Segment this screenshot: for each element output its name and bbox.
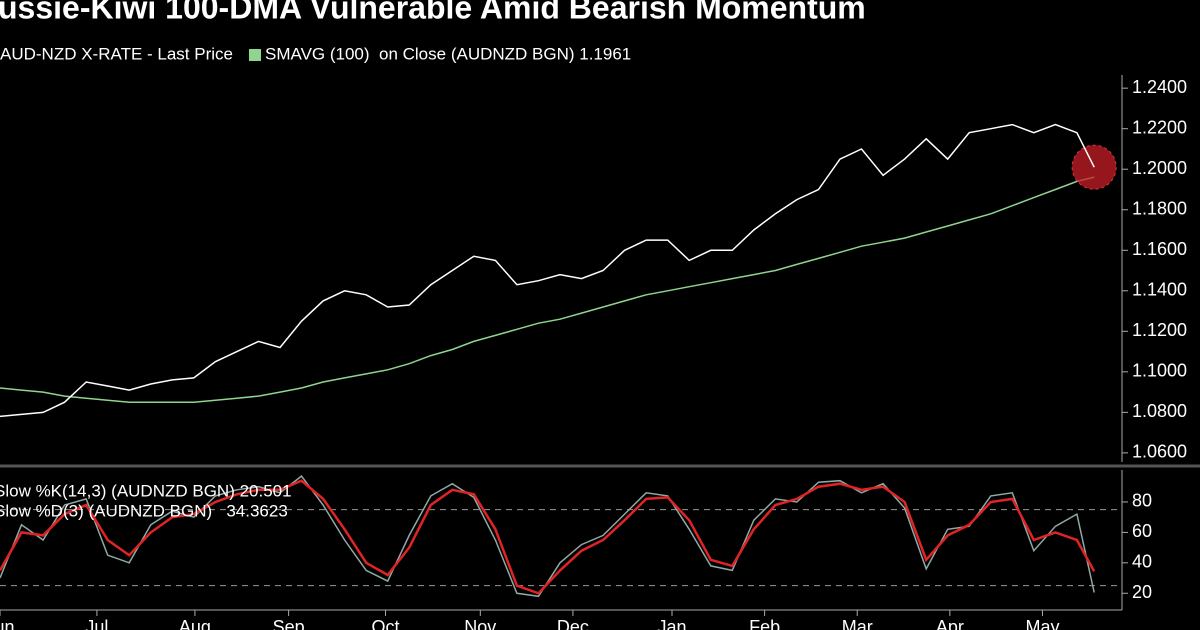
x-tick-label: Nov [464, 617, 496, 630]
series-line [0, 176, 1095, 403]
x-tick-label: Aug [179, 617, 211, 630]
x-tick-label: Sep [273, 617, 305, 630]
legend-label: AUD-NZD X-RATE - Last Price [0, 44, 233, 63]
y-tick-label: 1.2000 [1132, 158, 1187, 178]
y-tick-label: 1.1200 [1132, 320, 1187, 340]
legend-label: Slow %K(14,3) (AUDNZD BGN) 20.501 [0, 481, 292, 500]
x-tick-label: Mar [842, 617, 873, 630]
y-tick-label: 40 [1132, 552, 1152, 572]
y-tick-label: 1.2200 [1132, 117, 1187, 137]
y-tick-label: 1.1000 [1132, 361, 1187, 381]
chart-title: ussie-Kiwi 100-DMA Vulnerable Amid Beari… [0, 0, 866, 25]
y-tick-label: 1.2400 [1132, 77, 1187, 97]
y-tick-label: 1.0600 [1132, 442, 1187, 462]
series-line [0, 479, 1096, 595]
x-tick-label: Feb [749, 617, 780, 630]
series-line [0, 123, 1095, 418]
legend-label: SMAVG (100) on Close (AUDNZD BGN) 1.1961 [265, 44, 631, 63]
y-tick-label: 1.1400 [1132, 280, 1187, 300]
legend-swatch [249, 49, 261, 61]
x-tick-label: Jan [657, 617, 686, 630]
y-tick-label: 60 [1132, 521, 1152, 541]
y-tick-label: 80 [1132, 491, 1152, 511]
legend-label: Slow %D(3) (AUDNZD BGN) 34.3623 [0, 501, 288, 520]
x-tick-label: Apr [936, 617, 964, 630]
y-tick-label: 1.1800 [1132, 198, 1187, 218]
y-tick-label: 20 [1132, 582, 1152, 602]
x-tick-label: Jul [85, 617, 108, 630]
series-line [0, 475, 1095, 598]
x-tick-label: Jun [0, 617, 15, 630]
y-tick-label: 1.1600 [1132, 239, 1187, 259]
y-tick-label: 1.0800 [1132, 401, 1187, 421]
x-tick-label: Oct [372, 617, 400, 630]
x-tick-label: May [1025, 617, 1059, 630]
x-tick-label: Dec [557, 617, 589, 630]
